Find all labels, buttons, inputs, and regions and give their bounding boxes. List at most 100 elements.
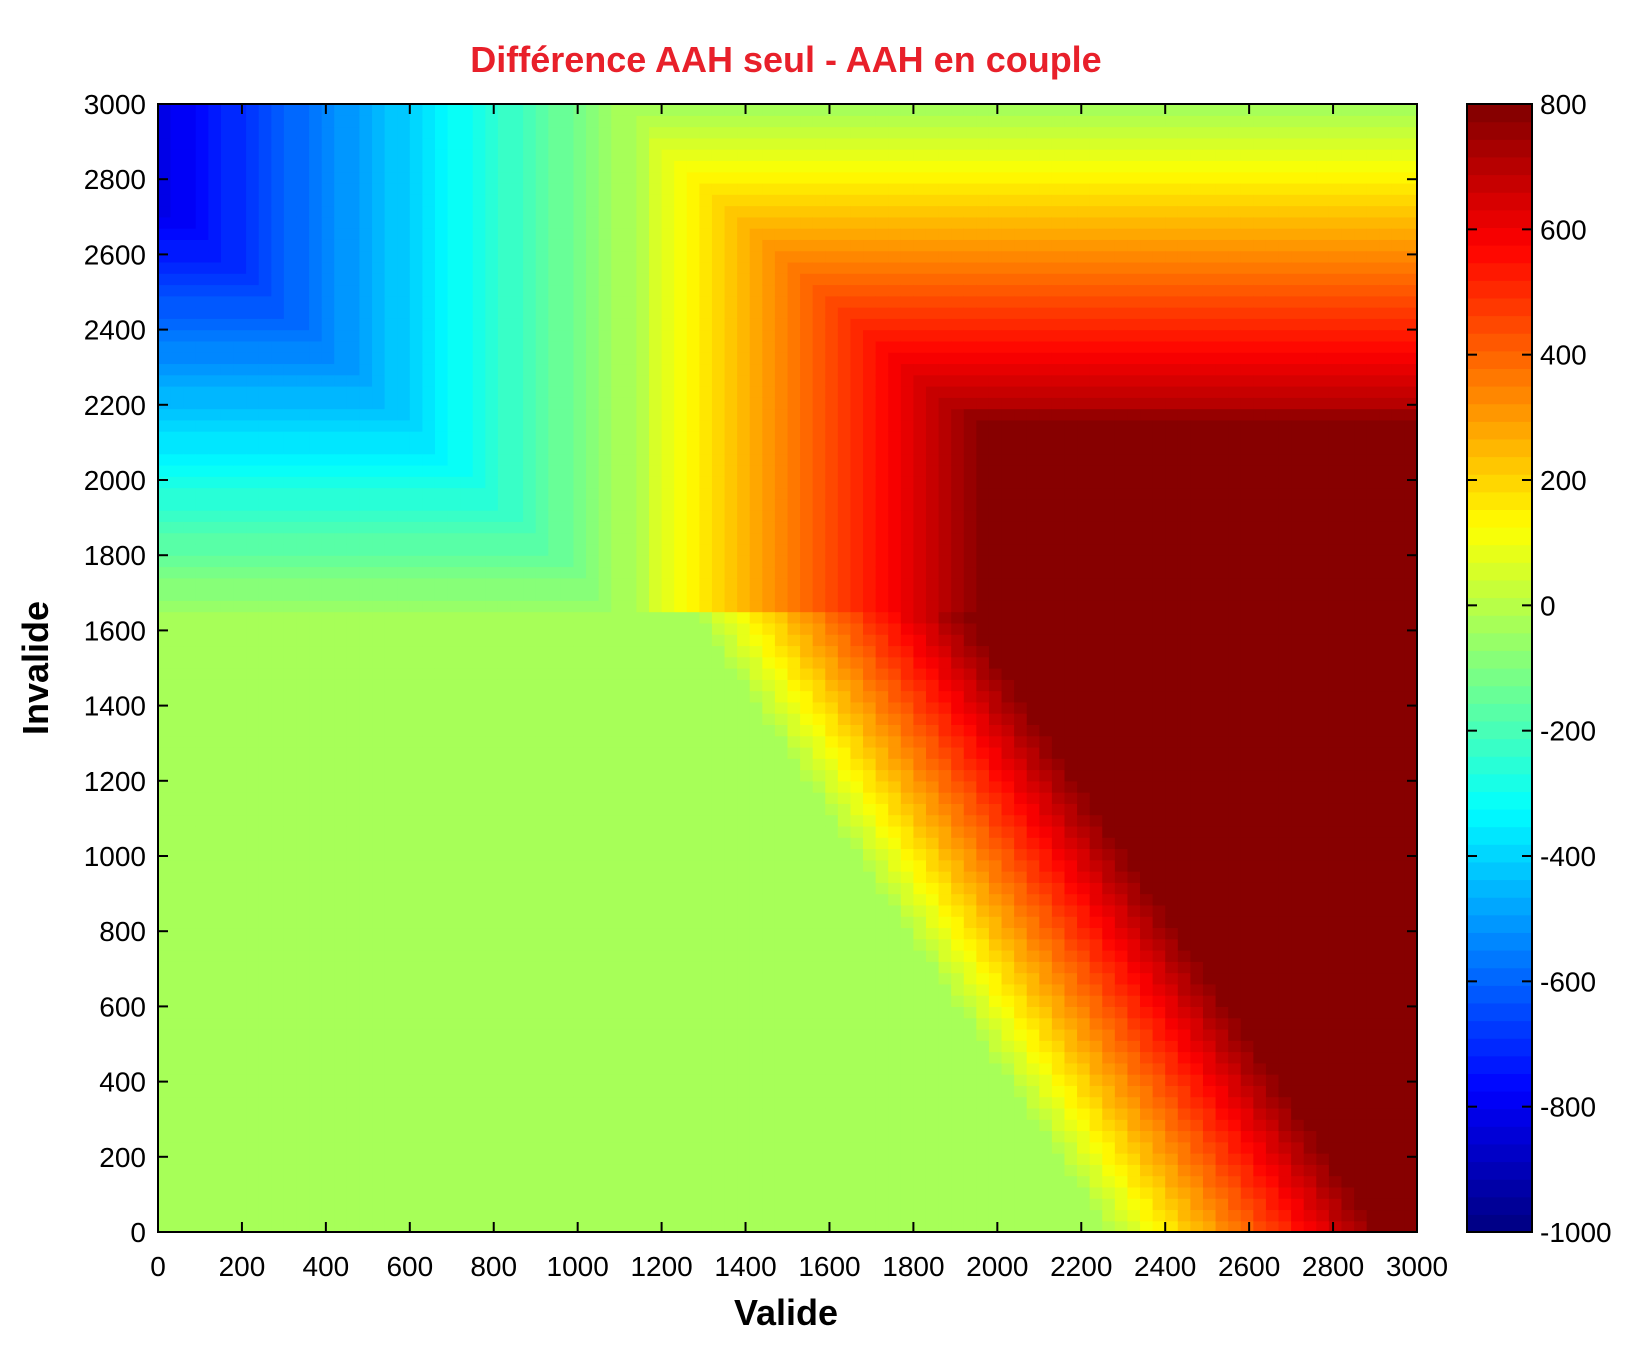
heatmap-cell [472, 453, 486, 466]
heatmap-cell [271, 386, 285, 398]
heatmap-cell [296, 182, 310, 195]
heatmap-cell [170, 972, 184, 985]
heatmap-cell [346, 239, 361, 252]
heatmap-cell [258, 1164, 272, 1177]
heatmap-cell [183, 1153, 197, 1165]
heatmap-cell [611, 363, 625, 376]
heatmap-cell [309, 340, 323, 353]
heatmap-cell [283, 780, 298, 793]
heatmap-cell [258, 1051, 272, 1064]
heatmap-cell [346, 160, 361, 173]
heatmap-cell [674, 656, 688, 669]
heatmap-cell [296, 950, 310, 962]
heatmap-cell [724, 950, 738, 962]
heatmap-cell [774, 916, 789, 929]
heatmap-cell [762, 137, 776, 150]
heatmap-cell [321, 104, 335, 116]
heatmap-cell [661, 600, 675, 613]
heatmap-cell [649, 329, 663, 342]
heatmap-cell [220, 735, 235, 748]
heatmap-cell [309, 1006, 323, 1019]
heatmap-cell [346, 634, 361, 647]
heatmap-cell [711, 374, 726, 387]
heatmap-cell [258, 171, 272, 184]
heatmap-cell [309, 307, 323, 319]
heatmap-cell [195, 859, 209, 872]
heatmap-cell [510, 735, 524, 748]
heatmap-cell [309, 442, 323, 455]
heatmap-cell [258, 476, 272, 489]
heatmap-cell [699, 126, 713, 139]
heatmap-cell [321, 182, 335, 195]
heatmap-cell [623, 713, 638, 725]
heatmap-cell [611, 1096, 625, 1109]
heatmap-cell [485, 668, 499, 680]
heatmap-cell [183, 746, 197, 759]
heatmap-cell [510, 656, 524, 669]
heatmap-cell [586, 938, 600, 951]
heatmap-cell [749, 510, 763, 522]
heatmap-cell [686, 668, 700, 680]
heatmap-cell [334, 803, 348, 816]
heatmap-cell [649, 724, 663, 737]
heatmap-cell [573, 476, 587, 489]
heatmap-cell [283, 216, 298, 229]
heatmap-cell [409, 205, 423, 218]
heatmap-cell [309, 464, 323, 477]
heatmap-cell [208, 1028, 222, 1041]
heatmap-cell [170, 577, 184, 590]
heatmap-cell [372, 758, 386, 771]
heatmap-cell [762, 1040, 776, 1053]
heatmap-cell [497, 634, 512, 647]
heatmap-cell [220, 419, 235, 432]
heatmap-cell [611, 1085, 625, 1098]
heatmap-cell [346, 713, 361, 725]
heatmap-cell [372, 250, 386, 263]
heatmap-cell [220, 1153, 235, 1165]
heatmap-cell [560, 1017, 575, 1030]
heatmap-cell [158, 160, 172, 173]
heatmap-cell [510, 453, 524, 466]
heatmap-cell [271, 1164, 285, 1177]
heatmap-cell [762, 566, 776, 579]
heatmap-cell [434, 713, 449, 725]
heatmap-cell [497, 487, 512, 500]
heatmap-cell [422, 701, 436, 714]
heatmap-cell [334, 419, 348, 432]
heatmap-cell [384, 521, 398, 534]
heatmap-cell [548, 995, 562, 1007]
heatmap-cell [560, 1006, 575, 1019]
heatmap-cell [372, 566, 386, 579]
heatmap-cell [409, 397, 423, 410]
heatmap-cell [686, 1051, 700, 1064]
heatmap-cell [170, 442, 184, 455]
heatmap-cell [195, 995, 209, 1007]
heatmap-cell [623, 137, 638, 150]
heatmap-cell [208, 431, 222, 443]
heatmap-cell [208, 735, 222, 748]
heatmap-cell [271, 510, 285, 522]
heatmap-cell [737, 679, 751, 692]
heatmap-cell [485, 510, 499, 522]
heatmap-cell [208, 307, 222, 319]
heatmap-cell [397, 149, 411, 161]
heatmap-cell [523, 555, 537, 568]
heatmap-cell [548, 837, 562, 850]
heatmap-cell [535, 1153, 549, 1165]
heatmap-cell [220, 363, 235, 376]
heatmap-cell [661, 1209, 675, 1222]
heatmap-cell [523, 995, 537, 1007]
heatmap-cell [724, 1220, 738, 1233]
heatmap-cell [372, 273, 386, 286]
heatmap-cell [611, 668, 625, 680]
heatmap-cell [334, 848, 348, 861]
heatmap-cell [208, 408, 222, 421]
heatmap-cell [233, 690, 247, 703]
heatmap-cell [359, 363, 373, 376]
heatmap-cell [472, 1006, 486, 1019]
heatmap-cell [586, 950, 600, 962]
heatmap-cell [711, 532, 726, 545]
heatmap-cell [711, 972, 726, 985]
heatmap-cell [573, 284, 587, 297]
heatmap-cell [447, 1006, 461, 1019]
